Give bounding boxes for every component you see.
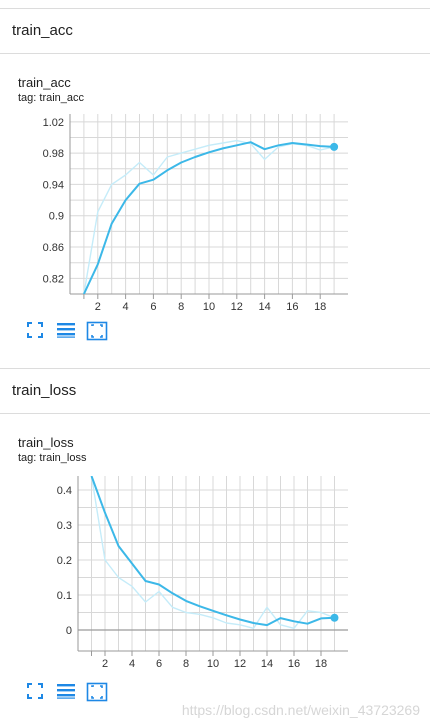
chart-card-title: train_acc	[18, 75, 71, 90]
x-tick-label: 2	[102, 658, 108, 670]
x-tick-label: 14	[258, 301, 270, 313]
x-tick-label: 4	[129, 658, 135, 670]
fit-domain-icon	[86, 682, 108, 702]
chart-card-title: train_loss	[18, 435, 74, 450]
smoothed-series-line	[82, 141, 335, 294]
x-tick-label: 16	[288, 658, 300, 670]
x-tick-label: 10	[203, 301, 215, 313]
raw-series-line	[90, 476, 335, 630]
chart-card-tag: tag: train_loss	[18, 452, 87, 464]
fullscreen-button[interactable]	[26, 682, 48, 702]
fit-domain-icon	[86, 321, 108, 341]
train-loss-chart[interactable]: 0 0.1 0.2 0.3 0.4 2 4 6 8 10 12 14 16 18	[0, 466, 430, 678]
section-title: train_loss	[12, 382, 77, 399]
x-tick-label: 2	[95, 301, 101, 313]
y-tick-label: 0.98	[43, 148, 64, 160]
x-tick-label: 6	[150, 301, 156, 313]
y-tick-label: 0.82	[43, 273, 64, 285]
last-value-marker	[330, 613, 339, 622]
y-tick-label: 0.4	[57, 485, 72, 497]
x-tick-label: 10	[207, 658, 219, 670]
x-tick-label: 12	[231, 301, 243, 313]
fullscreen-button[interactable]	[26, 321, 48, 341]
chart-card-tag: tag: train_acc	[18, 92, 85, 104]
x-tick-label: 18	[314, 301, 326, 313]
toggle-data-button[interactable]	[56, 321, 78, 341]
y-tick-label: 0.9	[49, 211, 64, 223]
x-tick-label: 6	[156, 658, 162, 670]
x-tick-label: 18	[315, 658, 327, 670]
train-acc-chart[interactable]: 0.82 0.86 0.9 0.94 0.98 1.02 2 4 6 8 10 12 14 16 18	[0, 106, 430, 316]
y-tick-label: 0	[66, 625, 72, 637]
smoothed-series-line	[90, 476, 335, 627]
x-tick-label: 4	[123, 301, 129, 313]
y-tick-label: 0.1	[57, 590, 72, 602]
x-tick-label: 14	[261, 658, 273, 670]
fullscreen-icon	[27, 683, 43, 699]
y-tick-label: 0.94	[43, 179, 64, 191]
fit-domain-button[interactable]	[86, 682, 108, 702]
x-tick-label: 12	[234, 658, 246, 670]
watermark-text: https://blog.csdn.net/weixin_43723269	[181, 702, 420, 718]
fullscreen-icon	[27, 322, 43, 338]
fit-domain-button[interactable]	[86, 321, 108, 341]
last-value-marker	[330, 142, 339, 151]
section-header-train-loss[interactable]: train_loss	[0, 368, 430, 414]
y-tick-label: 0.3	[57, 520, 72, 532]
list-lines-icon	[57, 323, 75, 338]
section-title: train_acc	[12, 22, 73, 39]
toggle-data-button[interactable]	[56, 682, 78, 702]
x-tick-label: 16	[286, 301, 298, 313]
y-tick-label: 0.86	[43, 242, 64, 254]
y-tick-label: 1.02	[43, 117, 64, 129]
x-tick-label: 8	[178, 301, 184, 313]
section-header-train-acc[interactable]: train_acc	[0, 8, 430, 54]
x-tick-label: 8	[183, 658, 189, 670]
y-tick-label: 0.2	[57, 555, 72, 567]
list-lines-icon	[57, 684, 75, 699]
